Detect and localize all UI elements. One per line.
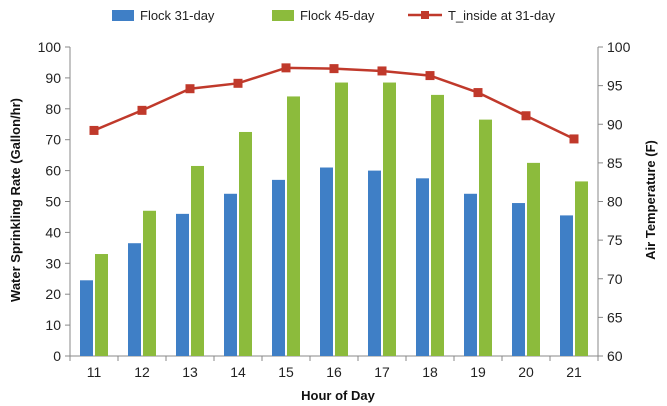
bar-flock-45 [191, 165, 204, 356]
bar-flock-31 [176, 213, 189, 356]
x-tick-label: 15 [278, 364, 294, 380]
x-tick-label: 20 [518, 364, 534, 380]
bar-flock-45 [479, 119, 492, 357]
bar-flock-45 [143, 210, 156, 356]
temperature-point [377, 66, 387, 76]
y-tick-label: 100 [38, 39, 62, 55]
bar-flock-45 [239, 131, 252, 356]
y2-tick-label: 70 [607, 271, 623, 287]
y-tick-label: 90 [45, 70, 61, 86]
y-tick-label: 70 [45, 132, 61, 148]
bar-flock-45 [527, 162, 540, 356]
bar-flock-45 [575, 181, 588, 356]
y-tick-label: 40 [45, 224, 61, 240]
bar-flock-31 [368, 170, 381, 356]
y2-tick-label: 80 [607, 194, 623, 210]
bar-flock-31 [320, 167, 333, 356]
y2-tick-label: 60 [607, 348, 623, 364]
y2-tick-label: 65 [607, 309, 623, 325]
temperature-point [473, 88, 483, 98]
temperature-line [89, 63, 579, 144]
temperature-point [89, 125, 99, 135]
x-tick-label: 16 [326, 364, 342, 380]
y-tick-label: 80 [45, 101, 61, 117]
y-tick-label: 30 [45, 255, 61, 271]
x-tick-label: 17 [374, 364, 390, 380]
bar-flock-31 [512, 203, 525, 356]
y2-axis-title: Air Temperature (F) [643, 140, 658, 260]
y2-tick-label: 85 [607, 155, 623, 171]
bar-flock-31 [560, 215, 573, 356]
temperature-polyline [93, 66, 575, 141]
temperature-point [425, 71, 435, 81]
y2-tick-label: 95 [607, 78, 623, 94]
axes: 0 10 20 30 40 50 60 70 80 90 100 60 65 70 75 80 85 90 95 10… [38, 39, 631, 380]
bar-flock-31 [128, 243, 141, 356]
bar-flock-31 [224, 193, 237, 356]
temperature-point [569, 134, 579, 144]
y2-tick-label: 75 [607, 232, 623, 248]
legend-marker-temperature [421, 11, 429, 19]
x-tick-label: 19 [470, 364, 486, 380]
y-tick-label: 50 [45, 194, 61, 210]
legend-label-temperature: T_inside at 31-day [448, 8, 555, 23]
bar-flock-45 [431, 94, 444, 357]
temperature-point [329, 64, 339, 74]
bar-flock-31 [272, 179, 285, 356]
bars [80, 82, 588, 357]
bar-flock-31 [80, 280, 93, 356]
y-tick-label: 10 [45, 317, 61, 333]
y-tick-label: 20 [45, 286, 61, 302]
legend-swatch-flock-31 [112, 10, 134, 21]
x-tick-label: 14 [230, 364, 246, 380]
temperature-point [233, 78, 243, 88]
x-tick-label: 21 [566, 364, 582, 380]
temperature-point [137, 105, 147, 115]
bar-flock-45 [383, 82, 396, 356]
legend: Flock 31-day Flock 45-day T_inside at 31… [112, 8, 555, 23]
temperature-point [185, 84, 195, 94]
temperature-point [521, 111, 531, 121]
bar-flock-45 [335, 82, 348, 356]
x-tick-label: 13 [182, 364, 198, 380]
y-axis-title: Water Sprinkling Rate (Gallon/hr) [8, 98, 23, 302]
temperature-point [281, 63, 291, 73]
y-tick-label: 60 [45, 163, 61, 179]
legend-label-flock-31: Flock 31-day [140, 8, 215, 23]
x-tick-label: 11 [87, 364, 102, 380]
y2-tick-label: 100 [607, 39, 631, 55]
x-tick-label: 18 [422, 364, 438, 380]
bar-flock-45 [287, 96, 300, 356]
legend-label-flock-45: Flock 45-day [300, 8, 375, 23]
bar-flock-31 [416, 178, 429, 356]
x-axis-title: Hour of Day [301, 388, 375, 403]
bar-flock-45 [95, 254, 108, 356]
legend-swatch-flock-45 [272, 10, 294, 21]
y2-tick-label: 90 [607, 116, 623, 132]
bar-flock-31 [464, 193, 477, 356]
x-tick-label: 12 [134, 364, 150, 380]
y-tick-label: 0 [53, 348, 61, 364]
